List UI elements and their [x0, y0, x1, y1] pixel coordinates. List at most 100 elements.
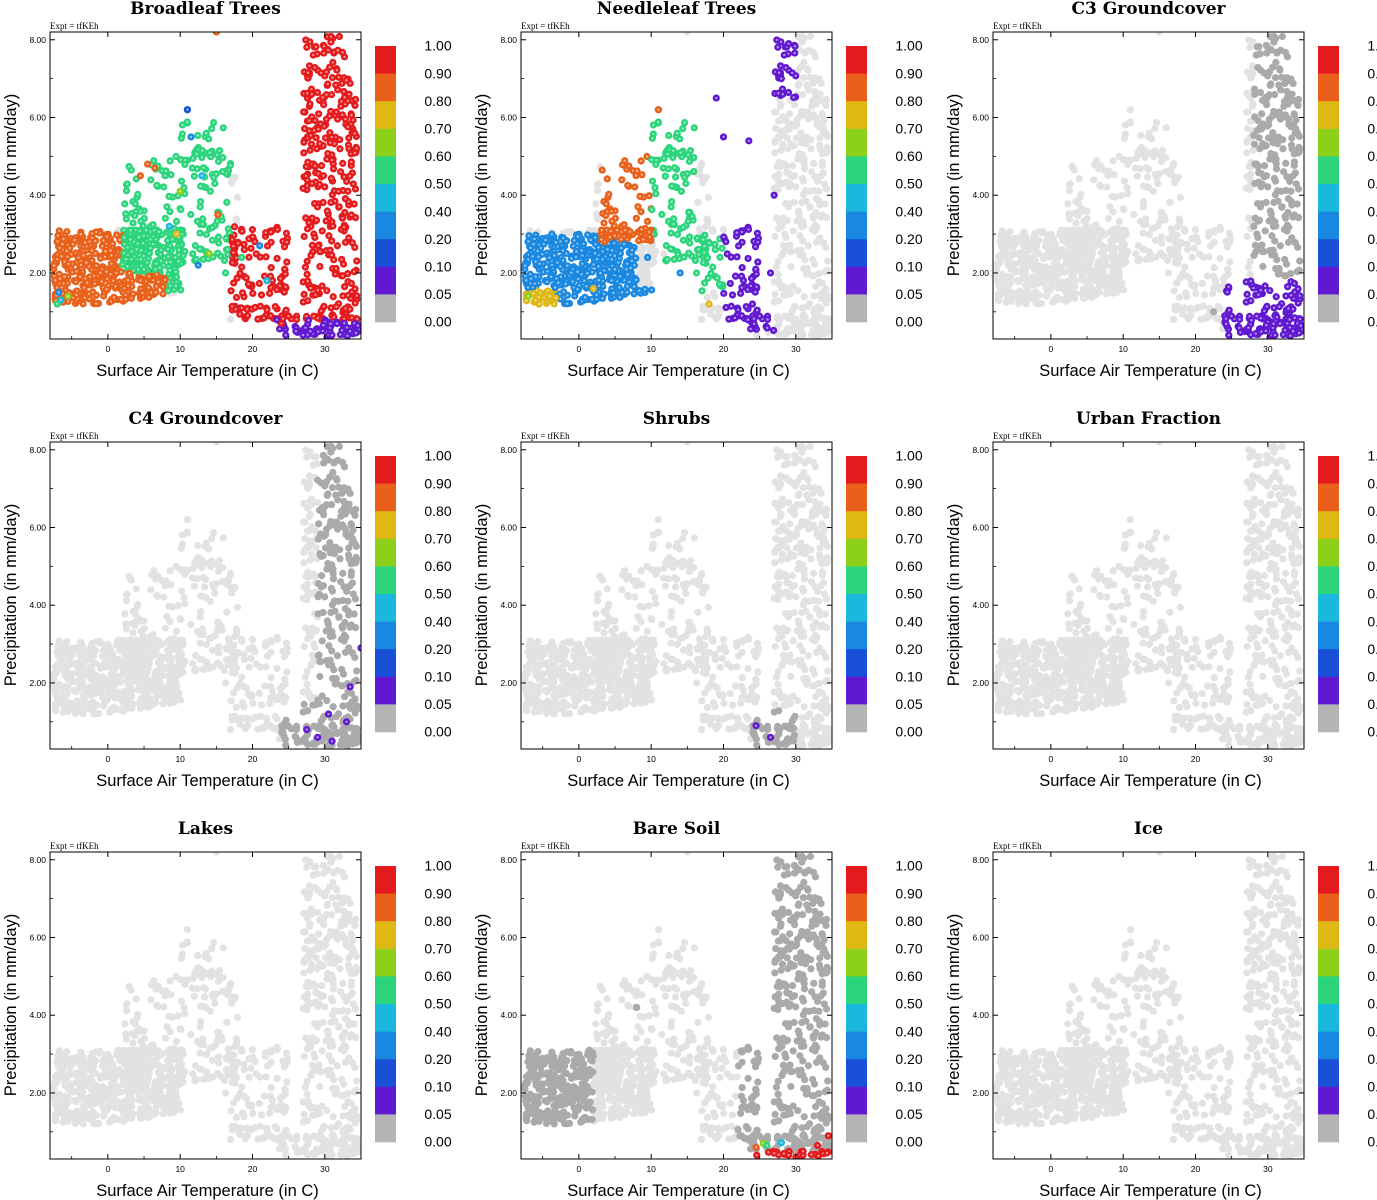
data-point-core: [662, 157, 666, 160]
data-point-core: [232, 244, 235, 248]
data-point-core: [531, 255, 534, 258]
data-point-core: [337, 190, 340, 193]
data-point-core: [232, 281, 235, 285]
data-point: [799, 237, 807, 245]
data-point-core: [625, 291, 629, 294]
data-point-core: [177, 248, 181, 252]
data-point-core: [711, 265, 714, 269]
panel-title: C3 Groundcover: [1071, 0, 1226, 19]
data-point-core: [684, 182, 688, 185]
data-point-core: [251, 235, 254, 239]
data-point-core: [263, 274, 266, 278]
data-point: [818, 279, 827, 288]
data-point-core: [83, 241, 87, 244]
data-point-core: [667, 220, 670, 223]
colorbar-swatch: [375, 294, 396, 323]
data-point-core: [337, 76, 340, 79]
data-point-core: [318, 250, 321, 253]
data-point-core: [306, 279, 309, 283]
data-point-core: [553, 254, 556, 257]
data-point-core: [354, 216, 357, 219]
data-point-core: [586, 233, 589, 237]
data-point-core: [316, 205, 319, 209]
data-point-core: [660, 213, 663, 216]
data-point-core: [186, 108, 189, 111]
data-point-core: [549, 275, 553, 278]
data-point-core: [740, 314, 743, 317]
data-point-core: [58, 229, 61, 233]
data-point-core: [552, 302, 556, 306]
data-point-core: [145, 261, 149, 264]
data-point-core: [606, 248, 609, 251]
colorbar-label: 0.60: [424, 148, 451, 164]
data-point-core: [167, 195, 171, 198]
data-point-core: [709, 272, 713, 275]
data-point-core: [318, 183, 321, 186]
data-point-core: [141, 291, 144, 295]
data-point-core: [555, 277, 558, 280]
data-point: [792, 134, 801, 142]
data-point-core: [740, 230, 744, 234]
data-point-core: [327, 234, 331, 237]
data-point-core: [330, 93, 333, 96]
data-point-core: [157, 230, 161, 233]
data-point-core: [740, 241, 744, 244]
data-point: [799, 133, 807, 141]
data-point: [800, 222, 808, 230]
data-point-core: [673, 166, 676, 169]
data-point-core: [221, 170, 224, 173]
data-point-core: [581, 262, 584, 265]
data-point-core: [167, 289, 170, 292]
data-point-core: [321, 329, 324, 333]
data-point-core: [650, 208, 654, 211]
data-point-core: [74, 280, 78, 283]
data-point-core: [303, 127, 306, 130]
data-point-core: [310, 87, 313, 91]
data-point-core: [570, 271, 573, 274]
data-point-core: [155, 273, 158, 276]
data-point-core: [56, 240, 59, 243]
data-point: [809, 48, 818, 57]
data-point: [228, 175, 236, 183]
data-point-core: [166, 248, 170, 251]
data-point-core: [676, 233, 679, 236]
data-point-core: [200, 174, 204, 177]
data-point-core: [338, 138, 341, 141]
data-point-core: [168, 210, 172, 213]
data-point-core: [342, 225, 346, 229]
data-point-core: [557, 281, 560, 284]
data-point: [799, 191, 807, 199]
data-point: [819, 314, 827, 322]
data-point-core: [583, 279, 586, 282]
data-point-core: [258, 282, 261, 285]
data-point: [804, 319, 812, 328]
data-point-core: [680, 190, 683, 193]
data-point-core: [279, 277, 282, 280]
data-point-core: [207, 257, 210, 260]
data-point-core: [158, 266, 161, 270]
data-point-core: [670, 184, 673, 188]
data-point-core: [740, 275, 743, 278]
data-point: [817, 172, 825, 180]
data-point-core: [63, 275, 66, 278]
data-point-core: [745, 305, 748, 308]
data-point-core: [633, 185, 636, 189]
data-point: [774, 225, 783, 233]
data-point-core: [306, 227, 309, 231]
data-point: [594, 180, 602, 188]
data-point-core: [669, 205, 673, 209]
data-point: [821, 268, 829, 276]
data-point-core: [247, 282, 250, 286]
data-point-core: [306, 184, 309, 187]
data-point-core: [313, 164, 317, 168]
data-point-core: [225, 201, 229, 204]
data-point-core: [79, 263, 83, 267]
data-point-core: [751, 302, 754, 306]
y-tick-label: 4.00: [500, 190, 517, 200]
data-point-core: [283, 268, 286, 271]
plot-frame: [520, 31, 833, 340]
data-point-core: [669, 231, 673, 235]
data-point-core: [746, 288, 749, 291]
data-point-core: [347, 136, 351, 140]
data-point-core: [154, 262, 158, 265]
